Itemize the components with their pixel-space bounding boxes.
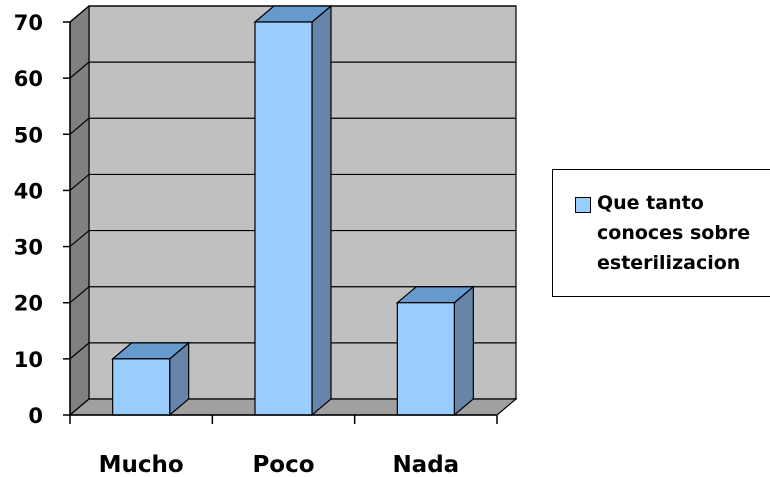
y-tick-label: 0	[28, 404, 43, 428]
y-tick-label: 60	[14, 67, 43, 91]
x-axis: Mucho Poco Nada	[69, 414, 498, 477]
gridline	[69, 286, 516, 304]
gridline	[69, 117, 516, 135]
bar	[111, 341, 191, 417]
y-tick-label: 10	[14, 348, 43, 372]
y-tick-label: 30	[14, 236, 43, 260]
legend-line-2: conoces sobre	[597, 222, 751, 244]
bars	[111, 4, 475, 417]
gridline	[69, 5, 516, 23]
legend: Que tanto conoces sobre esterilizacion	[552, 169, 770, 297]
y-tick-label: 50	[14, 123, 43, 147]
side-wall	[69, 4, 90, 417]
legend-swatch	[575, 197, 591, 213]
gridlines	[69, 5, 516, 360]
gridline	[69, 229, 516, 248]
x-tick-label: Mucho	[99, 452, 184, 477]
legend-label: Que tanto conoces sobre esterilizacion	[597, 188, 770, 278]
y-tick-label: 40	[14, 179, 43, 203]
bar-front	[254, 21, 313, 416]
bar-side	[311, 4, 332, 417]
bar-front	[112, 358, 171, 416]
bar	[395, 285, 475, 417]
legend-line-1: Que tanto	[597, 192, 704, 214]
y-axis: 0 10 20 30 40 50 60 70	[14, 11, 71, 428]
legend-line-3: esterilizacion	[597, 252, 741, 274]
bar-side	[453, 285, 474, 417]
bar-chart: 0 10 20 30 40 50 60 70 Mucho Poco Nada	[14, 4, 518, 477]
gridline	[69, 61, 516, 79]
gridline	[69, 173, 516, 191]
bar	[253, 4, 333, 417]
y-tick-label: 70	[14, 11, 43, 35]
gridline	[69, 342, 516, 360]
x-tick-label: Nada	[392, 452, 459, 477]
x-tick-label: Poco	[252, 452, 314, 477]
bar-front	[396, 302, 455, 416]
y-tick-label: 20	[14, 292, 43, 316]
